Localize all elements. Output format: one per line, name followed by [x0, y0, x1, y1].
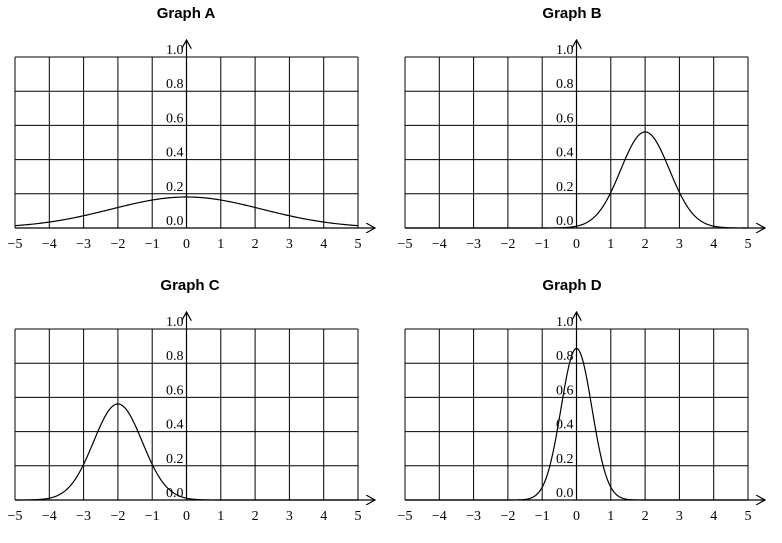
x-tick-label: −5 — [398, 509, 413, 524]
x-tick-label: 5 — [745, 509, 752, 524]
y-tick-label: 0.4 — [166, 418, 184, 433]
density-curve — [405, 347, 748, 501]
x-tick-label: −4 — [432, 237, 447, 252]
density-curve — [14, 403, 358, 501]
graph-c-title: Graph C — [160, 277, 219, 294]
y-tick-label: 0.0 — [556, 486, 574, 501]
x-tick-label: 3 — [676, 237, 683, 252]
x-tick-label: 0 — [573, 237, 580, 252]
x-tick-label: −2 — [500, 237, 515, 252]
x-tick-label: −4 — [42, 237, 57, 252]
x-tick-label: −3 — [76, 509, 91, 524]
x-tick-label: −3 — [76, 237, 91, 252]
y-tick-label: 0.0 — [556, 214, 574, 229]
x-tick-label: −4 — [42, 509, 57, 524]
x-tick-label: 2 — [252, 509, 259, 524]
x-tick-label: −1 — [145, 237, 160, 252]
x-tick-label: 5 — [355, 237, 362, 252]
x-tick-label: 0 — [183, 237, 190, 252]
x-tick-label: −5 — [8, 237, 23, 252]
graph-a-title: Graph A — [157, 5, 216, 22]
y-tick-label: 0.8 — [166, 349, 184, 364]
x-tick-label: 4 — [320, 237, 327, 252]
x-tick-label: −2 — [500, 509, 515, 524]
x-tick-label: 4 — [710, 237, 717, 252]
y-tick-label: 0.2 — [556, 180, 574, 195]
y-tick-label: 0.2 — [166, 180, 184, 195]
x-tick-label: −1 — [145, 509, 160, 524]
x-tick-label: 2 — [642, 237, 649, 252]
x-tick-label: 1 — [607, 509, 614, 524]
y-tick-label: 0.4 — [556, 146, 574, 161]
x-tick-label: −1 — [535, 237, 550, 252]
y-tick-label: 0.6 — [166, 383, 184, 398]
y-tick-label: 0.4 — [556, 418, 574, 433]
x-tick-label: 4 — [710, 509, 717, 524]
x-tick-label: −4 — [432, 509, 447, 524]
y-tick-label: 1.0 — [166, 43, 184, 58]
x-tick-label: 4 — [320, 509, 327, 524]
graph-d-title: Graph D — [542, 277, 601, 294]
y-tick-label: 0.6 — [166, 111, 184, 126]
y-tick-label: 0.2 — [166, 452, 184, 467]
x-tick-label: 5 — [745, 237, 752, 252]
graph-c-panel: Graph C −5 −4 −3 −2 −1 0 1 2 3 4 50.00.20.40.60.81… — [8, 277, 375, 524]
y-tick-label: 0.4 — [166, 146, 184, 161]
x-tick-label: −1 — [535, 509, 550, 524]
graph-a-panel: Graph A −5 −4 −3 −2 −1 0 1 2 3 4 5 0.0 0.2 0.4 0.6 0.8 1… — [8, 5, 375, 252]
x-tick-label: 3 — [286, 237, 293, 252]
x-tick-label: 0 — [183, 509, 190, 524]
x-tick-label: 2 — [642, 509, 649, 524]
y-tick-label: 1.0 — [556, 43, 574, 58]
y-tick-label: 0.8 — [556, 349, 574, 364]
x-tick-label: 1 — [217, 509, 224, 524]
y-tick-label: 0.8 — [166, 77, 184, 92]
x-tick-label: 2 — [252, 237, 259, 252]
y-tick-label: 0.2 — [556, 452, 574, 467]
x-tick-label: −2 — [110, 509, 125, 524]
graph-b-title: Graph B — [542, 5, 601, 22]
graph-d-panel: Graph D −5 −4 −3 −2 −1 0 1 2 3 4 5 0.0 0.2 0.4 0.6 0.8 1… — [398, 277, 765, 524]
x-tick-label: 3 — [676, 509, 683, 524]
x-tick-label: −3 — [466, 509, 481, 524]
graph-b-panel: Graph B −5 −4 −3 −2 −1 0 1 2 3 4 5 0.0 0.2 0.4 0.6 0.8 1… — [398, 5, 765, 252]
x-tick-label: 0 — [573, 509, 580, 524]
y-tick-label: 1.0 — [556, 315, 574, 330]
x-tick-label: 5 — [355, 509, 362, 524]
density-curve — [14, 196, 359, 227]
x-tick-label: −5 — [398, 237, 413, 252]
y-tick-label: 0.0 — [166, 214, 184, 229]
x-tick-label: 3 — [286, 509, 293, 524]
y-tick-label: 0.6 — [556, 111, 574, 126]
y-tick-label: 0.8 — [556, 77, 574, 92]
x-tick-label: 1 — [217, 237, 224, 252]
x-tick-label: −5 — [8, 509, 23, 524]
y-tick-label: 1.0 — [166, 315, 184, 330]
x-tick-label: 1 — [607, 237, 614, 252]
y-tick-label: 0.6 — [556, 383, 574, 398]
density-curve — [405, 131, 749, 229]
x-tick-label: −3 — [466, 237, 481, 252]
x-tick-label: −2 — [110, 237, 125, 252]
